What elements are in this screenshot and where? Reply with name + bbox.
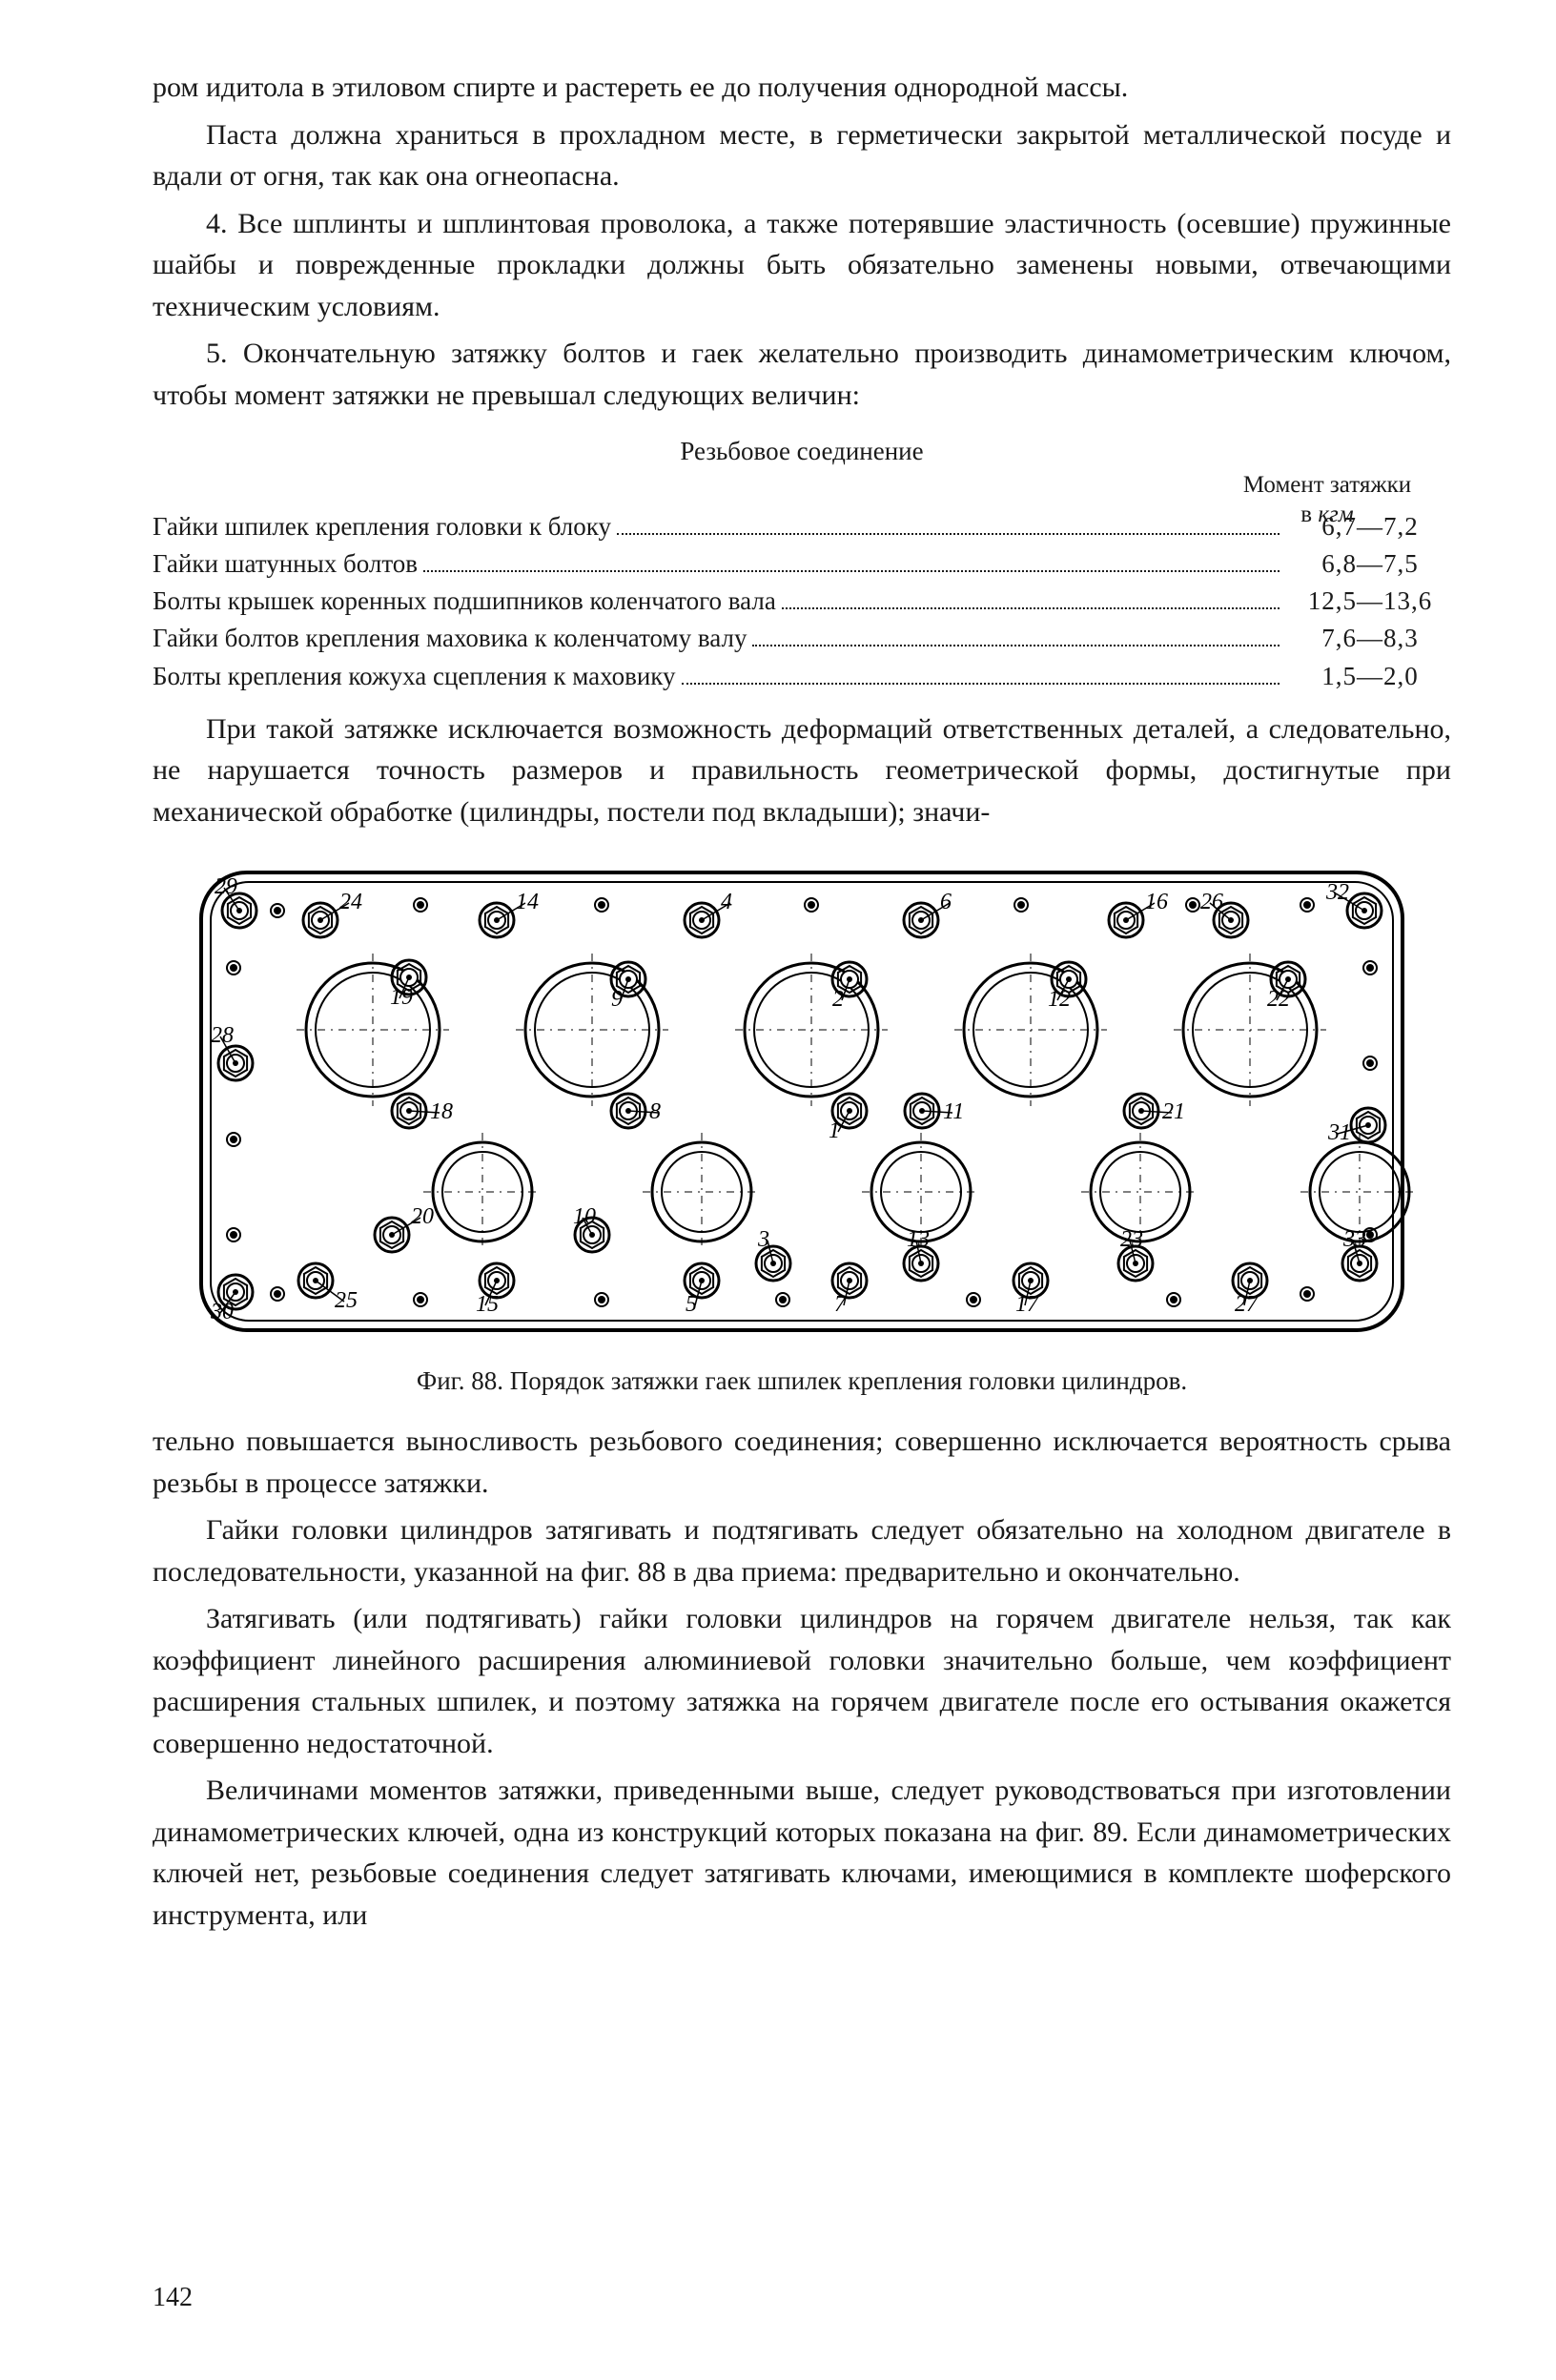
svg-text:4: 4 xyxy=(721,890,732,914)
row-label: Болты крышек коренных подшипников коленч… xyxy=(153,583,776,620)
row-value: 7,6—8,3 xyxy=(1289,620,1451,657)
row-value: 1,5—2,0 xyxy=(1289,658,1451,695)
svg-text:16: 16 xyxy=(1145,890,1168,914)
col2-unit: кгм xyxy=(1318,502,1353,527)
paragraph: 5. Окончательную затяжку болтов и гаек ж… xyxy=(153,333,1451,416)
torque-table: Момент затяжки в кгм Гайки шпилек крепле… xyxy=(153,470,1451,695)
svg-text:24: 24 xyxy=(339,890,362,914)
svg-text:15: 15 xyxy=(476,1292,499,1317)
leader-dots xyxy=(423,547,1280,572)
paragraph: ром идитола в этиловом спирте и растерет… xyxy=(153,67,1451,109)
svg-text:17: 17 xyxy=(1015,1292,1039,1317)
svg-text:8: 8 xyxy=(649,1099,661,1124)
svg-text:18: 18 xyxy=(430,1099,453,1124)
svg-text:6: 6 xyxy=(940,890,952,914)
svg-text:9: 9 xyxy=(611,987,623,1012)
svg-text:21: 21 xyxy=(1162,1099,1185,1124)
table-col2-header: Момент затяжки в кгм xyxy=(1203,470,1451,530)
leader-dots xyxy=(782,585,1280,609)
svg-text:13: 13 xyxy=(907,1227,930,1252)
svg-text:33: 33 xyxy=(1342,1227,1366,1252)
row-label: Гайки шпилек крепления головки к блоку xyxy=(153,508,611,545)
paragraph: Паста должна храниться в прохладном мест… xyxy=(153,114,1451,197)
figure-88: 2924144616263219921222281881112131302520… xyxy=(182,853,1422,1349)
table-row: Гайки болтов крепления маховика к коленч… xyxy=(153,620,1451,657)
svg-text:11: 11 xyxy=(943,1099,964,1124)
page-number: 142 xyxy=(153,2283,193,2313)
svg-text:20: 20 xyxy=(411,1204,434,1229)
row-label: Гайки болтов крепления маховика к коленч… xyxy=(153,620,747,657)
leader-dots xyxy=(617,510,1280,535)
row-label: Болты крепления кожуха сцепления к махов… xyxy=(153,658,676,695)
paragraph: Величинами моментов затяжки, приведенным… xyxy=(153,1770,1451,1936)
svg-text:10: 10 xyxy=(573,1204,596,1229)
svg-text:29: 29 xyxy=(215,874,237,899)
svg-text:31: 31 xyxy=(1327,1120,1351,1145)
svg-text:28: 28 xyxy=(211,1023,234,1048)
svg-text:12: 12 xyxy=(1048,987,1071,1012)
table-row: Гайки шатунных болтов 6,8—7,5 xyxy=(153,545,1451,583)
table-title: Резьбовое соединение xyxy=(153,437,1451,466)
svg-text:5: 5 xyxy=(686,1292,697,1317)
svg-text:2: 2 xyxy=(832,987,844,1012)
svg-text:7: 7 xyxy=(834,1292,847,1317)
table-row: Болты крышек коренных подшипников коленч… xyxy=(153,583,1451,620)
book-page: ром идитола в этиловом спирте и растерет… xyxy=(0,0,1556,2380)
col2-line2-prefix: в xyxy=(1300,502,1318,527)
leader-dots xyxy=(682,659,1280,684)
svg-text:22: 22 xyxy=(1267,987,1290,1012)
svg-text:23: 23 xyxy=(1120,1227,1143,1252)
svg-text:14: 14 xyxy=(516,890,539,914)
row-value: 12,5—13,6 xyxy=(1289,583,1451,620)
svg-text:30: 30 xyxy=(210,1300,234,1324)
row-label: Гайки шатунных болтов xyxy=(153,545,418,583)
svg-text:27: 27 xyxy=(1235,1292,1259,1317)
col2-line1: Момент затяжки xyxy=(1243,472,1411,498)
svg-text:1: 1 xyxy=(829,1118,840,1143)
svg-text:32: 32 xyxy=(1325,880,1349,905)
table-row: Болты крепления кожуха сцепления к махов… xyxy=(153,658,1451,695)
svg-text:25: 25 xyxy=(335,1288,358,1313)
paragraph: При такой затяжке исключается возможност… xyxy=(153,708,1451,833)
paragraph: тельно повышается выносливость резьбовог… xyxy=(153,1421,1451,1504)
paragraph: 4. Все шплинты и шплинтовая проволока, а… xyxy=(153,203,1451,328)
svg-text:19: 19 xyxy=(390,985,413,1010)
row-value: 6,8—7,5 xyxy=(1289,545,1451,583)
leader-dots xyxy=(752,622,1280,646)
svg-text:26: 26 xyxy=(1200,890,1223,914)
paragraph: Гайки головки цилиндров затягивать и под… xyxy=(153,1509,1451,1592)
paragraph: Затягивать (или подтягивать) гайки голов… xyxy=(153,1598,1451,1764)
svg-text:3: 3 xyxy=(757,1227,769,1252)
figure-caption: Фиг. 88. Порядок затяжки гаек шпилек кре… xyxy=(153,1366,1451,1396)
